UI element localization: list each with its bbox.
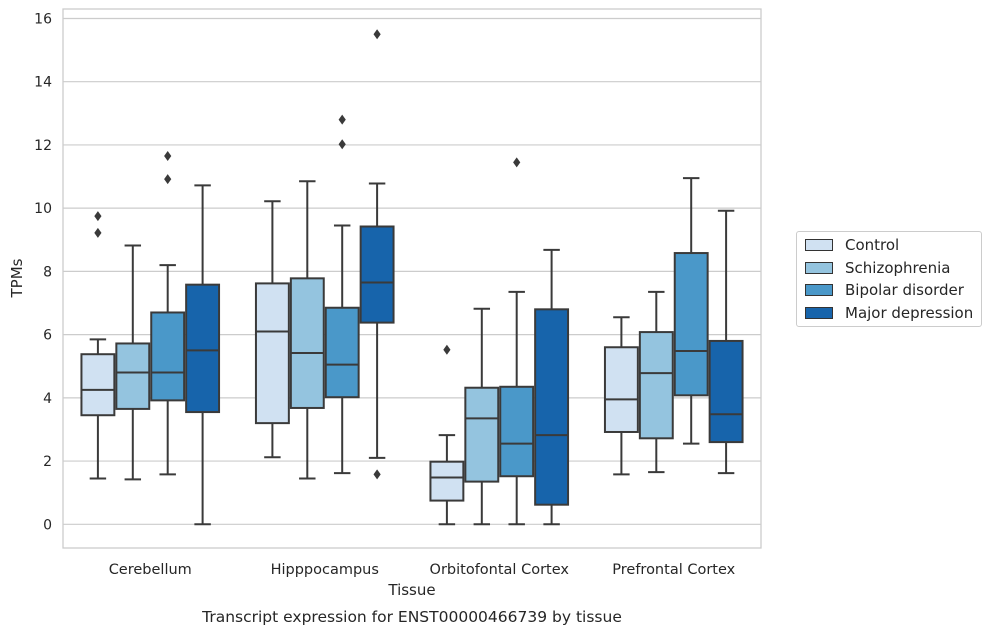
box-iqr [150,311,186,402]
box-iqr [254,282,290,425]
box-iqr [638,331,674,440]
box-schizophrenia-hipppocampus [289,180,325,480]
legend-swatch-bipolar-disorder [805,284,833,296]
box-iqr [534,308,570,506]
outlier-point [373,469,381,480]
box-control-orbitofontal-cortex [429,344,465,526]
legend: Control Schizophrenia Bipolar disorder M… [796,231,982,327]
outlier-point [164,174,172,185]
box-control-hipppocampus [254,200,290,459]
chart-title: Transcript expression for ENST0000046673… [201,608,622,626]
y-tick-label: 14 [34,75,52,91]
box-series [80,29,744,526]
x-tick-label: Orbitofontal Cortex [430,562,570,578]
outlier-point [94,211,102,222]
y-tick-label: 0 [43,517,52,533]
x-axis-label: Tissue [387,581,435,599]
box-iqr [80,353,116,417]
x-tick-label: Hipppocampus [271,562,379,578]
legend-swatch-schizophrenia [805,262,833,274]
box-major-depression-prefrontal-cortex [708,209,744,475]
box-iqr [324,306,360,399]
y-axis-label: TPMs [8,258,26,298]
legend-item-control: Control [805,235,899,255]
box-iqr [115,342,151,410]
y-tick-label: 12 [34,138,52,154]
box-iqr [185,283,221,414]
outlier-point [164,151,172,161]
box-bipolar-disorder-cerebellum [150,151,186,476]
y-tick-labels: 0 2 4 6 8 10 12 14 16 [34,11,52,533]
y-tick-label: 16 [34,11,52,27]
box-iqr [359,225,395,324]
outlier-point [338,139,346,150]
y-tick-label: 10 [34,201,52,217]
x-tick-label: Cerebellum [109,562,192,578]
box-major-depression-cerebellum [185,184,221,526]
box-iqr [464,386,500,483]
y-tick-label: 6 [43,328,52,344]
box-iqr [673,252,709,397]
box-iqr [708,339,744,444]
box-iqr [603,346,639,433]
outlier-point [513,157,521,168]
y-tick-label: 4 [43,391,52,407]
box-bipolar-disorder-hipppocampus [324,114,360,475]
box-major-depression-hipppocampus [359,29,395,480]
box-major-depression-orbitofontal-cortex [534,248,570,526]
box-bipolar-disorder-prefrontal-cortex [673,177,709,445]
legend-item-schizophrenia: Schizophrenia [805,258,950,278]
box-schizophrenia-cerebellum [115,244,151,481]
legend-swatch-major-depression [805,307,833,319]
y-tick-label: 2 [43,454,52,470]
y-tick-label: 8 [43,264,52,280]
legend-label-bipolar-disorder: Bipolar disorder [845,281,964,299]
box-control-cerebellum [80,211,116,480]
box-iqr [289,277,325,409]
legend-item-major-depression: Major depression [805,303,973,323]
box-iqr [429,460,465,502]
legend-label-major-depression: Major depression [845,304,974,322]
box-bipolar-disorder-orbitofontal-cortex [499,157,535,526]
box-schizophrenia-orbitofontal-cortex [464,307,500,526]
outlier-point [94,227,102,238]
plot-frame [62,8,762,549]
box-schizophrenia-prefrontal-cortex [638,290,674,474]
outlier-point [338,114,346,125]
legend-swatch-control [805,239,833,251]
outlier-point [443,344,451,355]
x-tick-labels: Cerebellum Hipppocampus Orbitofontal Corte… [109,562,736,578]
outlier-point [373,29,381,40]
legend-label-control: Control [845,236,900,254]
legend-item-bipolar-disorder: Bipolar disorder [805,280,964,300]
x-tick-label: Prefrontal Cortex [612,562,735,578]
box-iqr [499,385,535,478]
box-control-prefrontal-cortex [603,316,639,476]
legend-label-schizophrenia: Schizophrenia [845,259,951,277]
